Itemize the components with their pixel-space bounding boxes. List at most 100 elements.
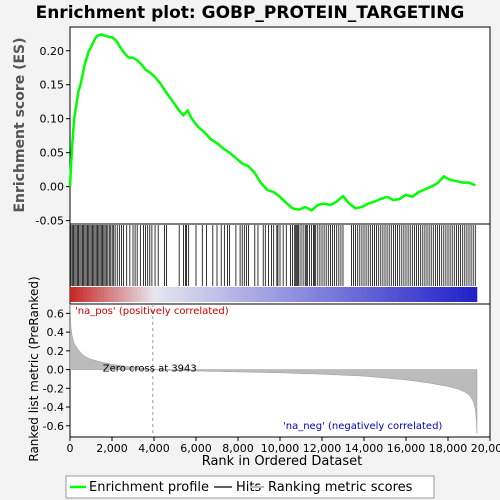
colorbar-segment: [467, 287, 471, 302]
colorbar-segment: [260, 287, 264, 302]
colorbar-segment: [80, 287, 84, 302]
rank-ytick-label: 0.0: [47, 364, 65, 377]
colorbar-segment: [429, 287, 433, 302]
colorbar-segment: [185, 287, 189, 302]
colorbar-segment: [212, 287, 216, 302]
legend-label-enrichment: Enrichment profile: [89, 480, 209, 495]
colorbar-segment: [463, 287, 467, 302]
colorbar-segment: [101, 287, 105, 302]
colorbar-segment: [236, 287, 240, 302]
colorbar-segment: [172, 287, 176, 302]
colorbar-segment: [355, 287, 359, 302]
colorbar-segment: [84, 287, 88, 302]
colorbar-segment: [226, 287, 230, 302]
colorbar-segment: [145, 287, 149, 302]
colorbar-segment: [253, 287, 257, 302]
neg-label: 'na_neg' (negatively correlated): [283, 421, 442, 432]
rank-ytick-label: -0.4: [43, 401, 64, 414]
colorbar-segment: [433, 287, 437, 302]
colorbar-segment: [155, 287, 159, 302]
rank-ytick-label: 0.2: [47, 345, 65, 358]
colorbar-segment: [307, 287, 311, 302]
colorbar-segment: [263, 287, 267, 302]
colorbar-segment: [460, 287, 464, 302]
rank-xticks: 0 2,000 4,000 6,000 8,000 10,000 12,000 14,000 1…: [67, 437, 500, 455]
colorbar-segment: [453, 287, 457, 302]
colorbar-segment: [148, 287, 152, 302]
colorbar-segment: [277, 287, 281, 302]
colorbar-segment: [233, 287, 237, 302]
colorbar-segment: [338, 287, 342, 302]
colorbar-segment: [419, 287, 423, 302]
colorbar-segment: [229, 287, 233, 302]
colorbar-segment: [195, 287, 199, 302]
colorbar-segment: [287, 287, 291, 302]
es-ylabel: Enrichment score (ES): [12, 37, 28, 212]
colorbar-segment: [219, 287, 223, 302]
es-ytick-label: 0.00: [40, 181, 65, 194]
colorbar-segment: [90, 287, 94, 302]
colorbar-segment: [216, 287, 220, 302]
colorbar-segment: [158, 287, 162, 302]
colorbar-segment: [117, 287, 121, 302]
colorbar-segment: [443, 287, 447, 302]
chart-title: Enrichment plot: GOBP_PROTEIN_TARGETING: [36, 3, 465, 23]
colorbar-segment: [138, 287, 142, 302]
colorbar-segment: [107, 287, 111, 302]
legend-label-ranking: Ranking metric scores: [268, 480, 413, 495]
colorbar-segment: [128, 287, 132, 302]
colorbar-segment: [341, 287, 345, 302]
colorbar-segment: [301, 287, 305, 302]
rank-yticks: 0.60.40.20.0-0.2-0.4-0.6: [43, 307, 70, 432]
colorbar-segment: [267, 287, 271, 302]
colorbar-segment: [111, 287, 115, 302]
colorbar-segment: [97, 287, 101, 302]
colorbar-segment: [457, 287, 461, 302]
colorbar-segment: [321, 287, 325, 302]
colorbar-segment: [304, 287, 308, 302]
colorbar-segment: [192, 287, 196, 302]
colorbar-segment: [121, 287, 125, 302]
colorbar-segment: [179, 287, 183, 302]
colorbar-segment: [209, 287, 213, 302]
colorbar-segment: [206, 287, 210, 302]
rank-ytick-label: -0.2: [43, 382, 64, 395]
colorbar-segment: [365, 287, 369, 302]
colorbar-segment: [134, 287, 138, 302]
rank-xtick-label: 0: [67, 442, 74, 455]
colorbar-segment: [311, 287, 315, 302]
colorbar-segment: [416, 287, 420, 302]
colorbar-segment: [402, 287, 406, 302]
colorbar-segment: [104, 287, 108, 302]
rank-xtick-label: 2,000: [96, 442, 128, 455]
colorbar-segment: [392, 287, 396, 302]
colorbar-segment: [375, 287, 379, 302]
zero-cross-label: Zero cross at 3943: [103, 364, 197, 375]
colorbar-segment: [73, 287, 77, 302]
colorbar-segment: [131, 287, 135, 302]
colorbar-segment: [389, 287, 393, 302]
colorbar-segment: [94, 287, 98, 302]
colorbar-segment: [385, 287, 389, 302]
colorbar-segment: [450, 287, 454, 302]
colorbar-segment: [351, 287, 355, 302]
colorbar-segment: [243, 287, 247, 302]
colorbar-segment: [368, 287, 372, 302]
colorbar-segment: [250, 287, 254, 302]
colorbar-segment: [382, 287, 386, 302]
rank-xtick-label: 16,000: [387, 442, 426, 455]
colorbar-segment: [358, 287, 362, 302]
colorbar-segment: [165, 287, 169, 302]
colorbar-segment: [284, 287, 288, 302]
colorbar-segment: [182, 287, 186, 302]
colorbar-segment: [348, 287, 352, 302]
colorbar-segment: [246, 287, 250, 302]
colorbar-segment: [257, 287, 261, 302]
colorbar-segment: [175, 287, 179, 302]
colorbar-segment: [436, 287, 440, 302]
colorbar-segment: [446, 287, 450, 302]
colorbar-segment: [223, 287, 227, 302]
colorbar-segment: [77, 287, 81, 302]
colorbar-segment: [87, 287, 91, 302]
